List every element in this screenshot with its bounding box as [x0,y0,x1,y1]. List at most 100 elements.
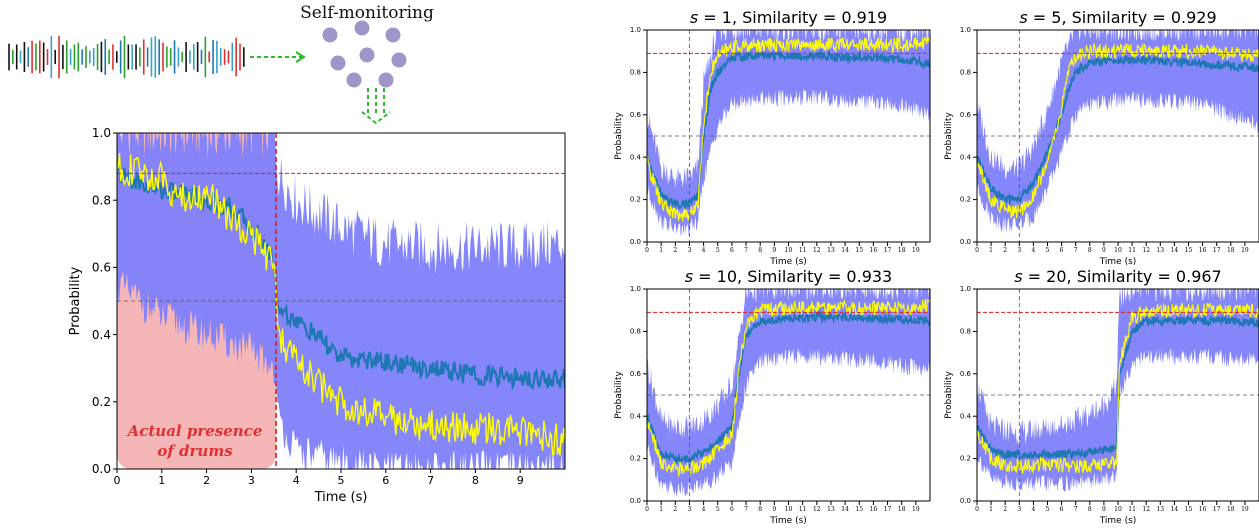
monitor-dot [391,52,407,68]
chart-s1: 0.00.20.40.60.81.00 1 2 3 4 5 6 7 8 9 10 11 12 13 14 15… [614,8,931,267]
xtick-label: 2 [673,506,677,513]
title-prefix: s [690,8,698,27]
xtick-label: 18 [898,247,906,254]
plot-area [977,30,1259,242]
xtick-label: 12 [1142,247,1150,254]
title-rest: = 5, Similarity = 0.929 [1028,8,1217,27]
xtick-label: 13 [827,247,835,254]
annotation-line-2: of drums [157,442,233,460]
xtick-label: 16 [870,506,878,513]
arrow-right-icon [250,51,306,63]
ytick-label: 0.2 [960,455,971,463]
xtick-label: 14 [1171,247,1179,254]
ytick-label: 1.0 [630,26,641,34]
uncertainty-band [977,30,1259,234]
xtick-label: 5 [1046,506,1050,513]
monitor-dot [359,47,375,63]
ytick-label: 0.8 [630,328,641,336]
xtick-label: 17 [1213,506,1221,513]
xtick-label: 6 [730,506,734,513]
ytick-label: 0.0 [960,238,971,246]
xtick-label: 4 [702,247,706,254]
xtick-label: 17 [1213,247,1221,254]
monitor-dot [322,27,338,43]
xtick-label: 10 [1114,506,1122,513]
ytick-label: 0.6 [630,111,642,119]
xtick-label: 2 [203,474,210,487]
xtick-label: 9 [772,247,776,254]
ytick-label: 0.4 [630,412,642,420]
ytick-label: 0.8 [960,328,971,336]
xtick-label: 13 [1156,506,1164,513]
xtick-label: 12 [813,247,821,254]
x-axis-label: Time (s) [1099,257,1137,267]
annotation-line-1: Actual presence [126,422,263,440]
xtick-label: 4 [293,474,300,487]
xtick-label: 11 [799,247,807,254]
ytick-label: 0.8 [630,69,641,77]
plot-area [117,133,565,469]
xtick-label: 10 [785,247,793,254]
xtick-label: 0 [975,247,979,254]
title-prefix: s [1019,8,1027,27]
ytick-label: 0.2 [630,455,641,463]
self-monitoring-label: Self-monitoring [300,3,434,23]
xtick-label: 16 [1199,506,1207,513]
xtick-label: 1 [989,506,993,513]
arrow-down-icon [361,88,391,125]
xtick-label: 8 [758,506,762,513]
xtick-label: 11 [1128,506,1136,513]
ytick-label: 0.6 [92,261,111,275]
xtick-label: 4 [702,506,706,513]
xtick-label: 8 [472,474,479,487]
xtick-label: 5 [716,506,720,513]
xtick-label: 3 [1017,506,1021,513]
ytick-label: 0.6 [960,111,972,119]
xtick-label: 11 [1128,247,1136,254]
title-prefix: s [1014,267,1022,286]
self-monitoring-dots-icon [322,20,407,88]
xtick-label: 17 [884,506,892,513]
xtick-label: 9 [772,506,776,513]
xtick-label: 5 [338,474,345,487]
xtick-label: 1 [659,247,663,254]
xtick-label: 9 [517,474,524,487]
xtick-label: 5 [1046,247,1050,254]
xtick-label: 19 [912,506,920,513]
xtick-label: 15 [855,247,863,254]
y-axis-label: Probability [68,266,83,335]
ground-truth-line [647,35,930,222]
chart-s10: 0.00.20.40.60.81.00 1 2 3 4 5 6 7 8 9 10 11 12 13 14 15… [614,267,931,526]
header-illustration: Self-monitoring [8,3,434,125]
xtick-label: 8 [1088,506,1092,513]
xtick-label: 8 [758,247,762,254]
xtick-label: 14 [841,247,849,254]
xtick-label: 10 [785,506,793,513]
audio-waveform-icon [8,35,245,79]
plot-area [647,30,930,242]
title-prefix: s [685,267,693,286]
ytick-label: 0.4 [960,412,972,420]
ytick-label: 0.6 [960,370,972,378]
xtick-label: 13 [1156,247,1164,254]
x-axis-label: Time (s) [314,490,368,505]
ytick-label: 0.8 [92,193,111,207]
title-rest: = 1, Similarity = 0.919 [698,8,887,27]
chart-title: s = 1, Similarity = 0.919 [690,8,887,27]
xtick-label: 12 [1142,506,1150,513]
xtick-label: 4 [1031,247,1035,254]
ytick-label: 0.0 [630,238,641,246]
xtick-label: 7 [427,474,434,487]
xtick-label: 1 [989,247,993,254]
plot-area [977,289,1259,501]
x-axis-label: Time (s) [769,516,807,526]
xtick-label: 1 [158,474,165,487]
xtick-label: 4 [1031,506,1035,513]
xtick-label: 3 [688,247,692,254]
ytick-label: 0.0 [630,497,641,505]
xtick-label: 5 [716,247,720,254]
xtick-label: 9 [1102,247,1106,254]
ytick-label: 0.8 [960,69,971,77]
monitor-dot [385,27,401,43]
